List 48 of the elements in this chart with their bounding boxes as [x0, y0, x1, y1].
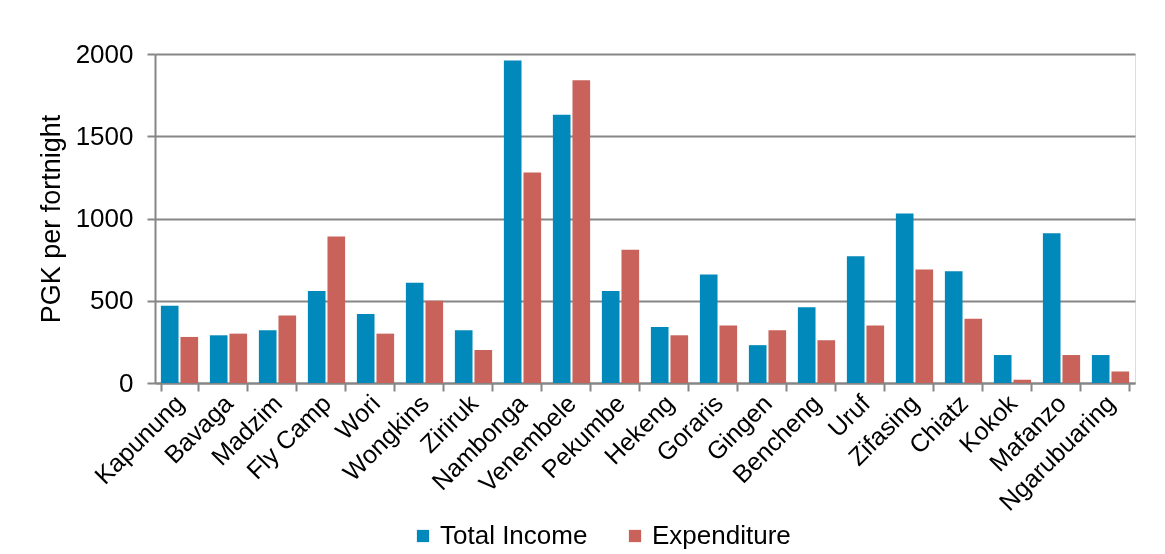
y-tick-label: 1500	[75, 120, 134, 151]
bar	[699, 274, 718, 383]
bar	[1042, 233, 1061, 383]
bar	[1091, 355, 1110, 383]
bar	[797, 307, 816, 383]
bar	[425, 300, 444, 383]
bar	[160, 305, 179, 383]
y-tick-label: 0	[119, 367, 134, 398]
bar	[503, 60, 522, 383]
bar	[817, 340, 836, 383]
bar	[307, 290, 326, 383]
bar	[474, 350, 493, 383]
bar	[229, 333, 248, 383]
bar	[964, 318, 983, 383]
bar	[1013, 379, 1032, 383]
bar	[405, 282, 424, 383]
bar	[327, 236, 346, 383]
y-tick-label: 2000	[75, 38, 134, 69]
bar	[209, 335, 228, 383]
bar	[993, 355, 1012, 383]
bar	[258, 330, 277, 383]
legend-label: Expenditure	[652, 520, 791, 550]
bar	[915, 269, 934, 383]
bar	[523, 172, 542, 383]
bar	[601, 290, 620, 383]
bar	[944, 271, 963, 383]
legend-label: Total Income	[440, 520, 588, 550]
bar	[719, 325, 738, 383]
bar	[895, 213, 914, 383]
bar	[866, 325, 885, 383]
bar	[768, 330, 787, 383]
bar	[454, 330, 473, 383]
bar	[572, 80, 591, 383]
bar	[846, 256, 865, 383]
bar	[621, 249, 640, 383]
bar	[180, 336, 199, 383]
bar	[670, 335, 689, 383]
bar	[650, 327, 669, 383]
bar	[278, 315, 297, 383]
bar	[552, 114, 571, 383]
y-tick-label: 1000	[75, 203, 134, 233]
y-axis-title: PGK per fortnight	[35, 114, 66, 324]
bar	[1111, 371, 1130, 383]
y-tick-label: 500	[90, 285, 134, 316]
bar	[748, 345, 767, 383]
bar	[1062, 355, 1081, 383]
bar	[376, 333, 395, 383]
bar	[356, 313, 375, 383]
